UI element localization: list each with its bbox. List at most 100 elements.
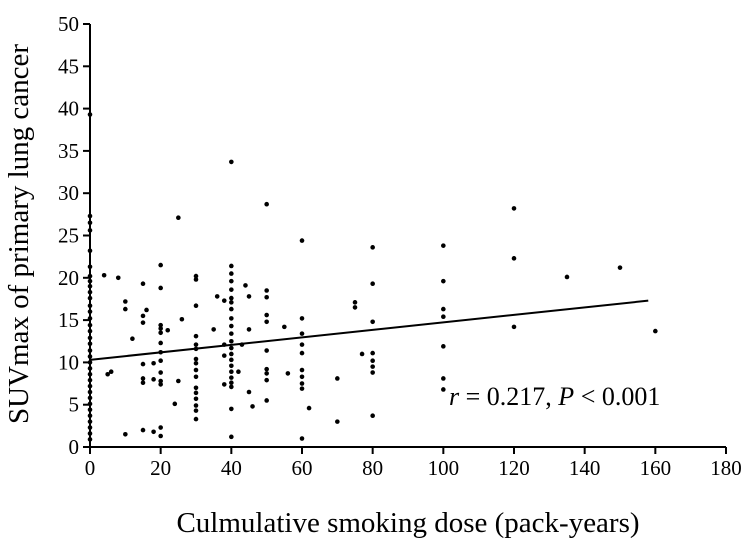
data-point bbox=[87, 322, 93, 328]
data-point bbox=[87, 395, 93, 401]
y-tick-label: 10 bbox=[58, 350, 79, 374]
data-point bbox=[87, 389, 93, 395]
data-point bbox=[299, 381, 305, 386]
p-value: < 0.001 bbox=[574, 382, 660, 411]
data-point bbox=[158, 330, 163, 336]
data-point bbox=[87, 264, 93, 270]
data-point bbox=[130, 336, 135, 342]
data-point bbox=[87, 360, 93, 365]
data-point bbox=[229, 380, 234, 386]
x-tick-label: 40 bbox=[221, 456, 242, 480]
data-point bbox=[151, 429, 156, 435]
y-tick-label: 15 bbox=[58, 308, 79, 332]
data-point bbox=[214, 294, 220, 299]
data-point bbox=[87, 335, 93, 341]
data-point bbox=[299, 436, 305, 441]
data-point bbox=[151, 377, 156, 382]
x-tick-label: 60 bbox=[292, 456, 313, 480]
data-point bbox=[299, 316, 305, 321]
x-tick-label: 20 bbox=[150, 456, 171, 480]
data-point bbox=[250, 404, 255, 409]
data-point bbox=[101, 272, 107, 278]
data-point bbox=[511, 206, 517, 211]
y-tick-label: 25 bbox=[58, 224, 79, 248]
data-point bbox=[87, 413, 93, 418]
data-point bbox=[193, 374, 199, 380]
data-point bbox=[87, 273, 93, 279]
y-axis-title: SUVmax of primary lung cancer bbox=[3, 44, 35, 424]
data-point bbox=[87, 220, 93, 226]
data-point bbox=[264, 312, 269, 318]
y-axis-ticks: 0 5 10 15 20 25 30 35 40 45 50 bbox=[58, 12, 90, 459]
data-point bbox=[115, 275, 121, 281]
data-point bbox=[87, 289, 93, 295]
data-point bbox=[264, 201, 269, 207]
data-point bbox=[370, 358, 375, 364]
data-point bbox=[172, 401, 178, 407]
data-point bbox=[165, 327, 171, 333]
data-point bbox=[299, 350, 305, 356]
data-point bbox=[229, 338, 234, 344]
data-point bbox=[87, 354, 93, 359]
data-point bbox=[511, 324, 517, 330]
data-point bbox=[193, 403, 199, 408]
data-point bbox=[246, 327, 252, 332]
data-point bbox=[87, 341, 93, 347]
data-point bbox=[441, 376, 446, 381]
data-point bbox=[264, 288, 269, 293]
data-point bbox=[653, 328, 658, 334]
r-symbol: r bbox=[449, 382, 460, 411]
data-point bbox=[229, 357, 234, 363]
data-point bbox=[193, 416, 199, 422]
data-point bbox=[370, 281, 375, 287]
data-point bbox=[123, 432, 128, 437]
data-point bbox=[193, 360, 199, 366]
data-point bbox=[441, 278, 446, 284]
data-point bbox=[243, 283, 248, 288]
x-tick-label: 100 bbox=[428, 456, 460, 480]
data-point bbox=[370, 413, 375, 418]
data-point bbox=[335, 376, 340, 381]
data-point bbox=[158, 285, 163, 291]
data-point bbox=[87, 371, 93, 377]
data-point bbox=[617, 265, 623, 270]
data-point bbox=[108, 369, 114, 375]
r-value: = 0.217, bbox=[459, 382, 558, 411]
data-point bbox=[229, 295, 234, 301]
x-tick-label: 80 bbox=[362, 456, 383, 480]
data-point bbox=[370, 370, 375, 375]
data-point bbox=[193, 303, 199, 309]
data-point bbox=[299, 238, 305, 243]
data-point bbox=[229, 375, 234, 380]
y-tick-label: 30 bbox=[58, 181, 79, 205]
data-point bbox=[264, 371, 269, 376]
data-point bbox=[285, 371, 291, 376]
x-tick-label: 0 bbox=[85, 456, 96, 480]
x-tick-label: 120 bbox=[498, 456, 530, 480]
data-point bbox=[140, 361, 146, 367]
data-point bbox=[151, 360, 156, 366]
data-point bbox=[158, 322, 163, 328]
x-tick-label: 160 bbox=[640, 456, 672, 480]
data-point bbox=[158, 358, 163, 364]
data-point bbox=[193, 273, 199, 279]
data-point bbox=[87, 328, 93, 334]
data-point bbox=[564, 274, 570, 280]
y-tick-label: 20 bbox=[58, 266, 79, 290]
data-point bbox=[140, 427, 146, 433]
data-point bbox=[158, 340, 163, 346]
data-point bbox=[87, 401, 93, 407]
data-point bbox=[264, 348, 269, 353]
data-point bbox=[229, 369, 234, 375]
data-point bbox=[158, 378, 163, 384]
x-axis-title: Culmulative smoking dose (pack-years) bbox=[176, 507, 639, 539]
data-point bbox=[193, 390, 199, 396]
data-point bbox=[211, 327, 216, 332]
data-point bbox=[144, 307, 149, 313]
data-point bbox=[229, 384, 234, 390]
data-point bbox=[123, 299, 128, 304]
data-point bbox=[158, 370, 163, 375]
data-point bbox=[352, 305, 358, 310]
data-point bbox=[229, 406, 234, 412]
data-point bbox=[441, 306, 446, 312]
